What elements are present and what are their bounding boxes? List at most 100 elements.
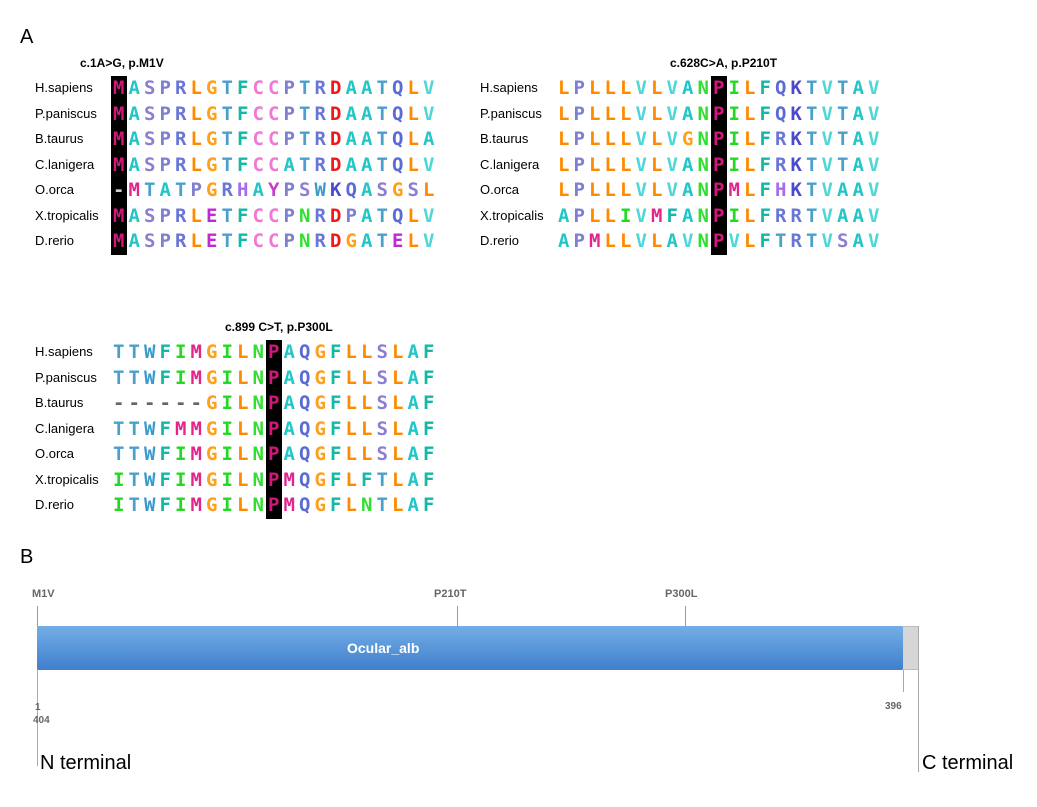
residue: T	[299, 77, 311, 99]
residue: G	[206, 128, 218, 150]
residue: K	[330, 179, 342, 201]
residue: S	[407, 179, 419, 201]
residue: F	[423, 417, 435, 440]
alignment-row: C.lanigera L P L L L V L V A N P I L F R K T V T A V	[480, 152, 900, 178]
residue: G	[206, 417, 218, 440]
residue: A	[345, 128, 357, 150]
residue: L	[589, 153, 601, 176]
highlighted-residue: P	[711, 203, 727, 229]
residue: M	[175, 417, 187, 440]
residue: T	[376, 494, 388, 516]
residue: A	[852, 179, 864, 201]
residue: Q	[392, 204, 404, 227]
species-label: X.tropicalis	[480, 207, 544, 223]
residue: -	[144, 392, 156, 414]
highlighted-residue: P	[266, 442, 282, 468]
alignment-row: D.rerio I T W F I M G I L N P M Q G F L N T L A F	[35, 493, 455, 519]
residue: R	[314, 77, 326, 99]
residue: N	[361, 494, 373, 516]
residue: M	[589, 230, 601, 252]
residue: F	[237, 153, 249, 176]
residue: F	[237, 77, 249, 99]
sequence-alignment: H.sapiens M A S P R L G T F C C P T R D A A T Q L V P.paniscus…	[35, 76, 450, 255]
residue: S	[144, 128, 156, 150]
alignment-row: B.taurus M A S P R L G T F C C P T R D A A T Q L A	[35, 127, 450, 153]
residue: A	[407, 468, 419, 491]
residue: L	[392, 392, 404, 414]
c-terminal-label: C terminal	[922, 752, 1014, 774]
residue: P	[573, 102, 585, 125]
residue: P	[283, 230, 295, 252]
sequence-alignment: H.sapiens T T W F I M G I L N P A Q G F L L S L A F P.paniscus…	[35, 340, 455, 519]
species-label: D.rerio	[480, 233, 520, 248]
residue: V	[868, 179, 880, 201]
alignment-row: B.taurus L P L L L V L V G N P I L F R K T V T A V	[480, 127, 900, 153]
residue: I	[175, 341, 187, 363]
residue: K	[790, 128, 802, 150]
residue: N	[252, 392, 264, 414]
residue: M	[728, 179, 740, 201]
residue: I	[113, 468, 125, 491]
residue: Y	[268, 179, 280, 201]
residue: G	[392, 179, 404, 201]
residue: T	[221, 102, 233, 125]
residue: L	[620, 77, 632, 99]
residue: T	[299, 128, 311, 150]
residue: D	[330, 102, 342, 125]
residue: Q	[392, 77, 404, 99]
residue: V	[821, 179, 833, 201]
residue: L	[407, 204, 419, 227]
residue: P	[190, 179, 202, 201]
residue: T	[221, 153, 233, 176]
residue: V	[728, 230, 740, 252]
residue: L	[744, 77, 756, 99]
highlighted-residue: P	[266, 467, 282, 493]
highlighted-residue: M	[111, 127, 127, 153]
residue: L	[604, 179, 616, 201]
residue: F	[159, 417, 171, 440]
residue: S	[837, 230, 849, 252]
residue: S	[144, 230, 156, 252]
residue: C	[252, 204, 264, 227]
residue: G	[206, 102, 218, 125]
residue: R	[314, 230, 326, 252]
residue: L	[345, 366, 357, 389]
residue: M	[190, 494, 202, 516]
residue: L	[237, 417, 249, 440]
residue: D	[330, 204, 342, 227]
residue: G	[206, 179, 218, 201]
residue: T	[113, 443, 125, 465]
residue: I	[728, 204, 740, 227]
residue: N	[697, 128, 709, 150]
residue: V	[423, 204, 435, 227]
residue: A	[837, 204, 849, 227]
residue: W	[144, 468, 156, 491]
residue: M	[128, 179, 140, 201]
residue: I	[221, 417, 233, 440]
residue: L	[744, 128, 756, 150]
residue: V	[635, 153, 647, 176]
residue: W	[144, 341, 156, 363]
residue: T	[299, 102, 311, 125]
residue: T	[775, 230, 787, 252]
residue: G	[206, 443, 218, 465]
highlighted-residue: M	[111, 76, 127, 102]
alignment-row: O.orca T T W F I M G I L N P A Q G F L L S L A F	[35, 442, 455, 468]
residue: E	[392, 230, 404, 252]
residue: L	[237, 366, 249, 389]
highlighted-residue: P	[711, 152, 727, 178]
residue: L	[392, 341, 404, 363]
highlighted-residue: P	[266, 340, 282, 366]
residue: T	[806, 128, 818, 150]
residue: N	[697, 179, 709, 201]
residue: L	[361, 366, 373, 389]
mutation-tick	[457, 606, 458, 626]
residue: F	[759, 77, 771, 99]
residue: T	[221, 77, 233, 99]
residue: A	[283, 443, 295, 465]
